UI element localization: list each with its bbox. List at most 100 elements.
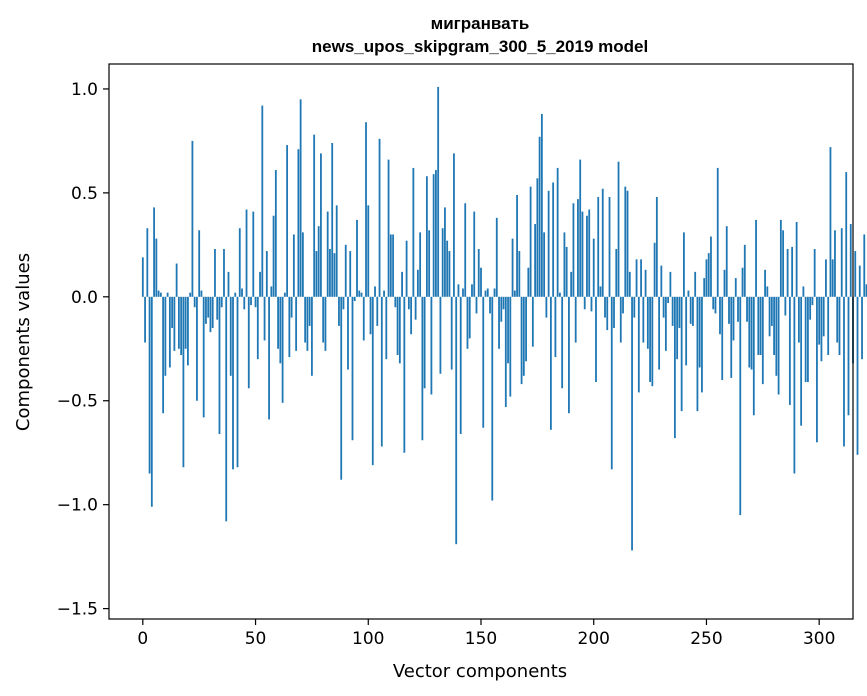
bar [513,290,516,297]
bar [383,290,385,297]
bar [671,296,674,326]
bar [410,296,413,335]
bar [351,296,354,441]
bar [277,296,279,349]
bar [444,207,446,297]
bar [800,296,803,426]
bar [425,176,428,297]
bar [315,251,318,297]
x-axis-label: Vector components [393,661,567,682]
bar [698,296,701,368]
bar [556,167,559,297]
bar [561,296,564,389]
bar [678,296,681,328]
bar [653,242,656,297]
bar [489,296,491,314]
x-tick-label: 150 [465,629,497,649]
bar [164,296,167,376]
bar [856,296,859,455]
bar [462,288,464,297]
bars-group [141,86,867,551]
bar [200,290,203,297]
bar [171,296,174,328]
bar [484,290,487,297]
bar [329,249,331,297]
plot-frame [108,63,854,620]
bar [268,296,270,420]
y-tick-label: −0.5 [57,392,98,412]
bar [802,286,805,297]
x-tick-label: 100 [352,629,384,649]
bar [227,271,230,297]
bar [175,263,178,297]
bar [809,296,812,320]
bar [773,296,775,356]
bar [599,286,602,297]
bar [768,296,771,337]
bar [628,271,631,297]
bar [180,296,183,356]
bar [398,296,401,364]
bar [843,296,845,447]
bar [734,278,737,297]
bar [834,230,836,297]
bar [358,290,361,297]
bar [788,296,791,405]
bar [338,296,340,326]
bar [168,296,171,368]
bar [466,296,469,349]
bar [166,292,169,297]
bar [263,296,266,341]
bar [637,296,640,393]
bar [297,149,300,297]
bar [274,170,277,297]
bar [793,296,796,474]
bar [502,296,505,310]
bar [414,296,417,320]
bar [770,296,773,326]
bar [777,296,780,395]
x-tick-label: 250 [690,629,722,649]
y-tick-label: −1.5 [57,600,98,620]
bar [189,292,192,297]
bar [752,296,755,416]
bar [536,178,539,297]
bar [750,296,753,370]
bar [685,296,688,366]
bar [692,296,694,326]
bar [649,296,651,383]
bar [421,296,424,441]
bar [507,296,509,364]
bar [818,296,821,345]
bar [511,238,514,297]
bar [696,296,699,412]
bar [554,296,557,358]
bar [676,296,679,360]
bar [660,265,663,297]
bar [342,296,345,310]
bar [376,296,379,326]
bar [153,207,155,297]
x-axis-ticks: 0 50 100 150 200 250 300 [137,619,835,649]
bar [725,226,728,297]
bar [308,296,311,326]
bar [811,296,814,306]
bar [480,267,482,297]
bar [658,296,661,370]
bar [207,296,210,318]
bar [320,153,322,297]
bar [586,215,588,297]
bar [430,296,433,395]
bar [748,296,751,368]
bar [202,296,205,418]
bar [624,186,627,297]
bar [831,259,834,297]
bar [482,296,485,428]
bar [252,211,255,297]
bar [827,296,830,356]
bar [597,197,600,297]
bar [369,296,372,335]
bar [439,296,442,374]
bar [509,296,512,397]
